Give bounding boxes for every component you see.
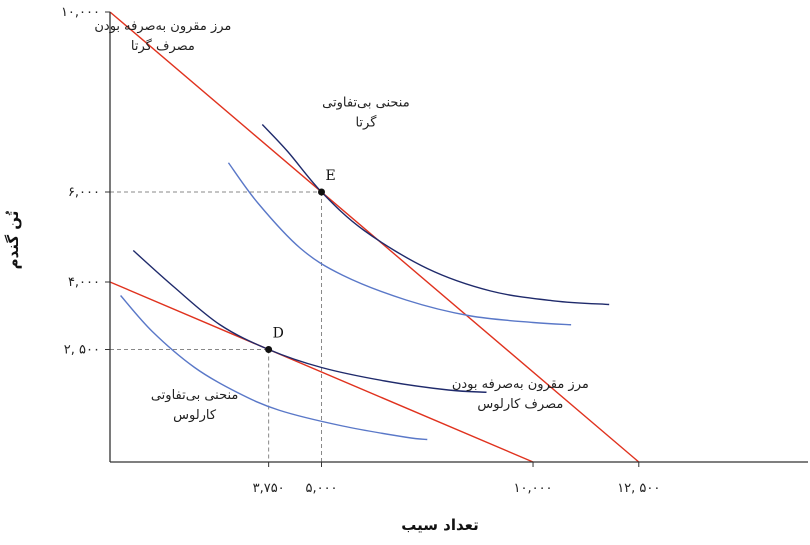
annotation-line: منحنی بی‌تفاوتی xyxy=(151,388,239,403)
points-layer: ED xyxy=(265,168,336,353)
y-axis-label: تُن گندم xyxy=(4,211,22,270)
annotation-line: مصرف کارلوس xyxy=(477,397,563,412)
point-label-d: D xyxy=(273,326,284,342)
annotation-3: منحنی بی‌تفاوتی کارلوس xyxy=(151,388,239,423)
annotation-2: مرز مقرون به‌صرفه بودن مصرف کارلوس xyxy=(452,377,589,412)
point-label-e: E xyxy=(326,168,336,184)
y-tick-label: ۴,۰۰۰ xyxy=(68,275,100,290)
point-e xyxy=(318,188,326,196)
x-axis-label: تعداد سیب xyxy=(401,516,479,534)
y-tick-label: ۱۰,۰۰۰ xyxy=(61,5,100,20)
ticks-layer: ۱۰,۰۰۰ ۶,۰۰۰ ۴,۰۰۰ ۲, ۵۰۰ ۳,۷۵۰ ۵,۰۰۰ ۱۰,۰۰۰ ۱۲… xyxy=(61,5,660,496)
indifference-curve-4 xyxy=(132,249,487,393)
annotation-line: مرز مقرون به‌صرفه بودن xyxy=(452,377,589,392)
x-tick-label: ۱۰,۰۰۰ xyxy=(514,481,553,496)
annotation-line: مرز مقرون به‌صرفه بودن xyxy=(94,19,231,34)
x-tick-label: ۱۲, ۵۰۰ xyxy=(617,481,660,496)
y-tick-label: ۲, ۵۰۰ xyxy=(64,343,100,358)
annotation-line: منحنی بی‌تفاوتی xyxy=(322,96,410,111)
point-d xyxy=(265,346,273,353)
indifference-curve-2 xyxy=(261,124,610,306)
x-tick-label: ۳,۷۵۰ xyxy=(253,481,285,496)
y-tick-label: ۶,۰۰۰ xyxy=(68,185,100,200)
indifference-curve-3 xyxy=(227,162,572,326)
budget-line-1 xyxy=(109,281,534,463)
curves-layer xyxy=(109,11,640,463)
guide-lines xyxy=(110,191,323,462)
annotation-line: کارلوس xyxy=(173,408,217,423)
annotation-line: مصرف گرتا xyxy=(131,38,195,54)
indifference-curve-5 xyxy=(120,295,428,441)
axes xyxy=(109,12,808,463)
annotation-0: مرز مقرون به‌صرفه بودن مصرف گرتا xyxy=(94,19,231,54)
annotations-layer: مرز مقرون به‌صرفه بودن مصرف گرتا منحنی بی‌… xyxy=(94,19,588,423)
annotation-1: منحنی بی‌تفاوتی گرتا xyxy=(322,96,410,131)
x-tick-label: ۵,۰۰۰ xyxy=(305,481,337,496)
annotation-line: گرتا xyxy=(355,115,377,131)
